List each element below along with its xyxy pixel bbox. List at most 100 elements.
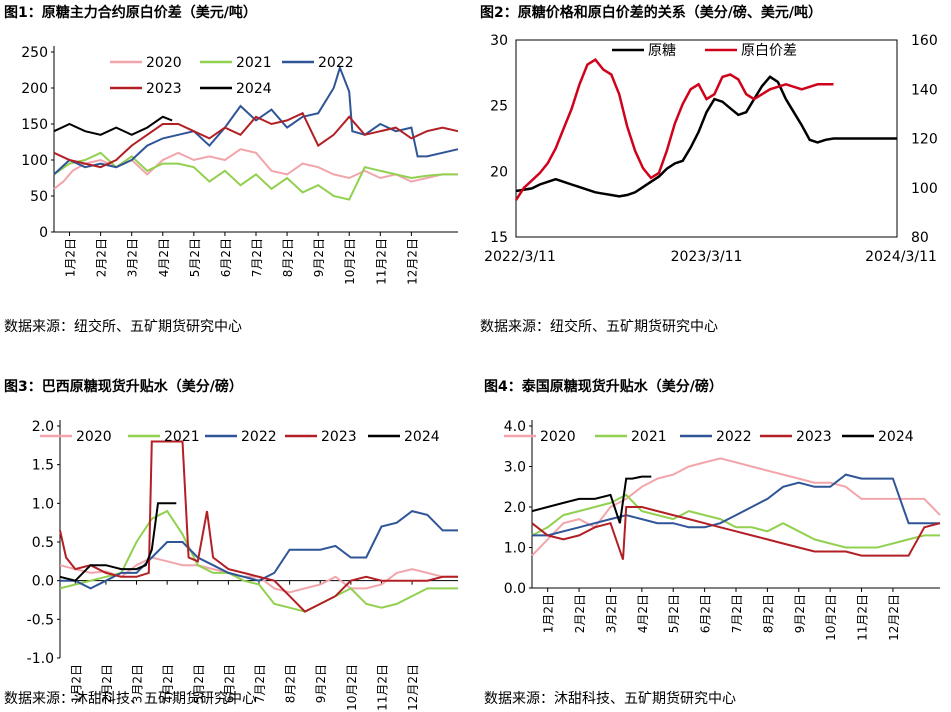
x-tick-label: 2023/3/11	[671, 249, 743, 265]
y-tick-label: 2.0	[32, 419, 54, 435]
x-tick-label: 3月2日	[131, 664, 145, 703]
series-line-2022	[532, 473, 940, 537]
x-tick-label: 9月2日	[314, 664, 328, 703]
y-tick-label: 1.0	[32, 496, 54, 512]
figure-3-source: 数据来源：沐甜科技、五矿期货研究中心	[4, 691, 256, 707]
y-tick-label: 200	[21, 81, 48, 97]
x-tick-label: 7月2日	[253, 664, 267, 703]
legend-label-原白价差: 原白价差	[741, 43, 797, 59]
y-tick-label: 15	[490, 230, 508, 246]
x-tick-label: 1月2日	[64, 238, 78, 277]
figure-2-source: 数据来源：纽交所、五矿期货研究中心	[480, 319, 718, 335]
legend-label-2024: 2024	[236, 81, 272, 97]
legend-label-2023: 2023	[146, 81, 182, 97]
y-tick-label: 3.0	[504, 460, 526, 476]
series-line-2020	[531, 457, 941, 557]
x-tick-label: 4月2日	[161, 664, 175, 703]
x-tick-label: 10月2日	[343, 238, 357, 285]
x-tick-label: 11月2日	[375, 664, 389, 711]
y-tick-label: 100	[21, 153, 48, 169]
x-tick-label: 5月2日	[667, 594, 681, 633]
x-tick-label: 2024/3/11	[865, 249, 937, 265]
series-line-2021	[59, 509, 458, 613]
series-line-2024	[53, 115, 173, 136]
y-tick-label: 1.0	[504, 541, 526, 557]
series-line-2024	[531, 475, 652, 524]
series-line-2023	[53, 111, 459, 169]
y2-tick-label: 140	[911, 82, 938, 98]
y-tick-label: 20	[490, 164, 508, 180]
x-tick-label: 5月2日	[188, 238, 202, 277]
legend-label-2021: 2021	[631, 429, 667, 445]
x-tick-label: 8月2日	[284, 664, 298, 703]
x-tick-label: 12月2日	[406, 664, 420, 711]
x-tick-label: 2月2日	[100, 664, 114, 703]
x-tick-label: 12月2日	[887, 594, 901, 641]
figure-1-title: 图1：原糖主力合约原白价差（美元/吨）	[4, 5, 257, 21]
legend-label-2023: 2023	[321, 429, 357, 445]
x-tick-label: 10月2日	[345, 664, 359, 711]
y-tick-label: 0	[39, 225, 48, 241]
legend-label-2023: 2023	[796, 429, 832, 445]
x-tick-label: 2022/3/11	[484, 249, 556, 265]
legend-label-2022: 2022	[716, 429, 752, 445]
x-tick-label: 1月2日	[69, 664, 83, 703]
figure-2-title: 图2：原糖价格和原白价差的关系（美分/磅、美元/吨）	[480, 5, 822, 21]
x-tick-label: 12月2日	[405, 238, 419, 285]
y-tick-label: 4.0	[504, 419, 526, 435]
x-tick-label: 8月2日	[761, 594, 775, 633]
legend-label-2020: 2020	[146, 55, 182, 71]
figure-3-title: 图3：巴西原糖现货升贴水（美分/磅）	[4, 379, 243, 395]
legend-label-2022: 2022	[241, 429, 277, 445]
x-tick-label: 6月2日	[222, 664, 236, 703]
legend-label-2024: 2024	[878, 429, 914, 445]
x-tick-label: 11月2日	[856, 594, 870, 641]
legend-label-2022: 2022	[318, 55, 354, 71]
x-tick-label: 9月2日	[793, 594, 807, 633]
x-tick-label: 6月2日	[219, 238, 233, 277]
x-tick-label: 7月2日	[730, 594, 744, 633]
figure-4-source: 数据来源：沐甜科技、五矿期货研究中心	[484, 691, 736, 707]
x-tick-label: 11月2日	[374, 238, 388, 285]
x-tick-label: 8月2日	[281, 238, 295, 277]
x-tick-label: 2月2日	[573, 594, 587, 633]
x-tick-label: 10月2日	[824, 594, 838, 641]
legend-label-2020: 2020	[540, 429, 576, 445]
legend-label-2021: 2021	[164, 429, 200, 445]
series-line-2021	[53, 151, 458, 201]
x-tick-label: 3月2日	[126, 238, 140, 277]
y-tick-label: 25	[490, 99, 508, 115]
y2-tick-label: 120	[911, 132, 938, 148]
y-tick-label: 1.5	[32, 458, 54, 474]
x-tick-label: 4月2日	[157, 238, 171, 277]
series-line-2022	[60, 510, 458, 590]
y-tick-label: 50	[30, 189, 48, 205]
legend-label-2020: 2020	[76, 429, 112, 445]
series-line-2024	[59, 502, 177, 582]
x-tick-label: 2月2日	[95, 238, 109, 277]
figure-1-source: 数据来源：纽交所、五矿期货研究中心	[4, 319, 242, 335]
series-line-2023	[59, 440, 458, 613]
x-tick-label: 4月2日	[636, 594, 650, 633]
series-line-2021	[531, 493, 940, 549]
y2-tick-label: 160	[911, 33, 938, 49]
y-tick-label: 0.0	[32, 574, 54, 590]
legend-label-2021: 2021	[236, 55, 272, 71]
x-tick-label: 5月2日	[192, 664, 206, 703]
series-line-原糖	[515, 75, 897, 198]
series-line-原白价差	[514, 58, 834, 201]
x-tick-label: 6月2日	[699, 594, 713, 633]
figure-4-title: 图4：泰国原糖现货升贴水（美分/磅）	[484, 379, 723, 395]
series-line-2023	[531, 506, 941, 560]
y-tick-label: 250	[21, 45, 48, 61]
x-tick-label: 1月2日	[542, 594, 556, 633]
y-tick-label: -1.0	[27, 651, 54, 667]
y-tick-label: 150	[21, 117, 48, 133]
x-tick-label: 3月2日	[604, 594, 618, 633]
y-tick-label: 30	[490, 33, 508, 49]
y2-tick-label: 100	[911, 181, 938, 197]
x-tick-label: 9月2日	[312, 238, 326, 277]
